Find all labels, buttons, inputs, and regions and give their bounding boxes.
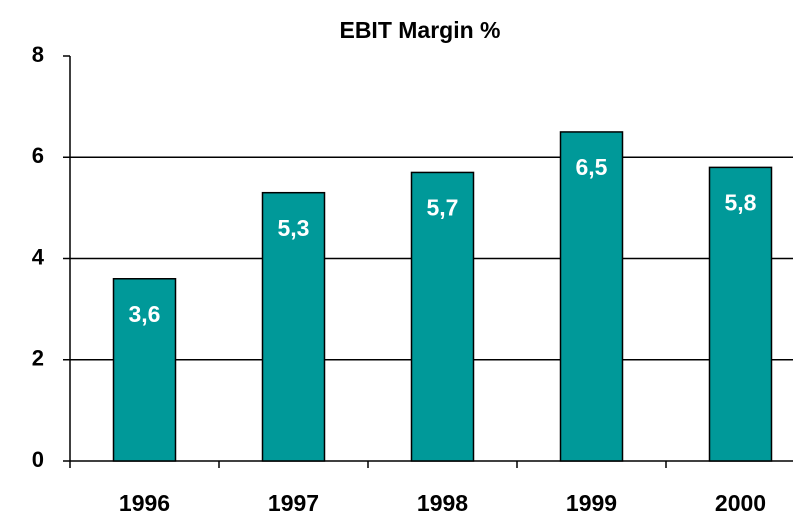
bar bbox=[112, 278, 177, 462]
y-tick-label: 6 bbox=[32, 143, 44, 168]
x-tick-label: 1997 bbox=[268, 490, 319, 516]
value-label: 6,5 bbox=[576, 154, 608, 180]
y-tick-label: 2 bbox=[32, 346, 44, 371]
bar bbox=[261, 191, 326, 462]
value-label: 3,6 bbox=[129, 301, 161, 327]
y-tick-label: 0 bbox=[32, 447, 44, 472]
y-tick-label: 8 bbox=[32, 42, 44, 67]
chart-title: EBIT Margin % bbox=[339, 17, 500, 43]
y-tick-label: 4 bbox=[32, 244, 45, 269]
value-label: 5,8 bbox=[725, 189, 757, 215]
value-label: 5,3 bbox=[278, 215, 310, 241]
bar bbox=[708, 166, 773, 462]
value-label: 5,7 bbox=[427, 195, 459, 221]
x-tick-label: 2000 bbox=[715, 490, 766, 516]
x-tick-label: 1996 bbox=[119, 490, 170, 516]
bar bbox=[410, 171, 475, 462]
x-tick-label: 1999 bbox=[566, 490, 617, 516]
bar bbox=[559, 131, 624, 462]
x-tick-label: 1998 bbox=[417, 490, 468, 516]
